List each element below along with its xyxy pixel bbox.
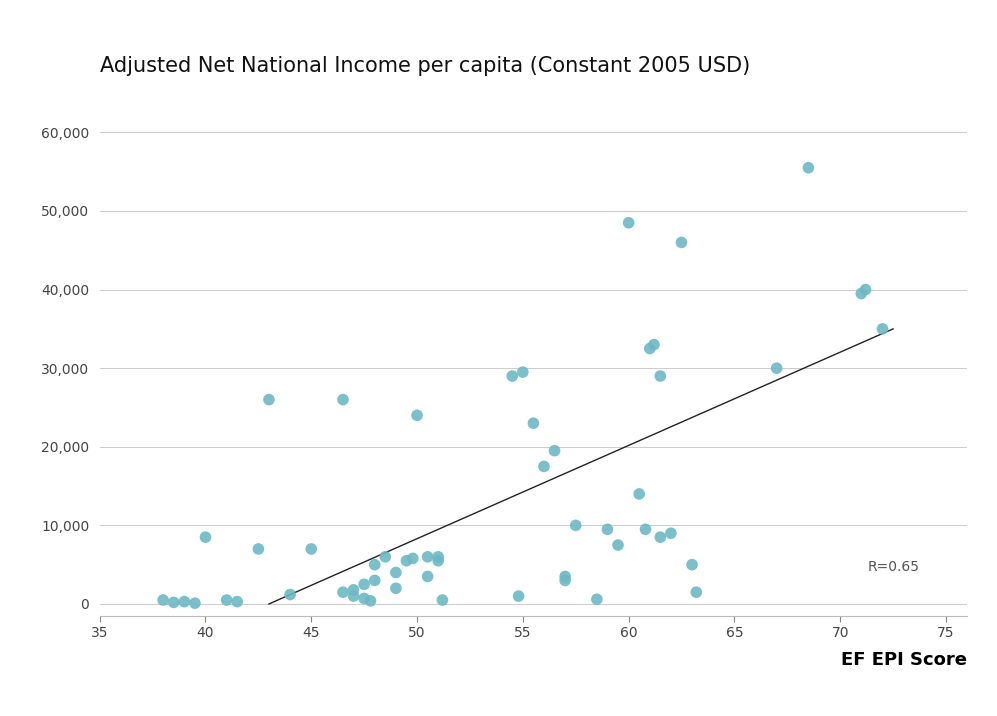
Point — [431, 551, 447, 563]
X-axis label: EF EPI Score: EF EPI Score — [841, 652, 967, 669]
Point — [346, 584, 362, 596]
Point — [769, 362, 785, 374]
Point — [156, 594, 171, 606]
Text: Adjusted Net National Income per capita (Constant 2005 USD): Adjusted Net National Income per capita … — [100, 57, 750, 76]
Text: R=0.65: R=0.65 — [867, 560, 919, 574]
Point — [652, 370, 668, 382]
Point — [536, 460, 552, 472]
Point — [688, 586, 704, 598]
Point — [857, 284, 873, 295]
Point — [684, 559, 700, 571]
Point — [303, 543, 319, 555]
Point — [356, 579, 372, 590]
Point — [261, 394, 277, 405]
Point — [218, 594, 234, 606]
Point — [646, 339, 662, 350]
Point — [620, 217, 636, 228]
Point — [631, 488, 647, 500]
Point — [363, 595, 379, 606]
Point — [663, 528, 679, 539]
Point — [514, 367, 530, 378]
Point — [610, 539, 626, 551]
Point — [367, 575, 383, 586]
Point — [346, 591, 362, 602]
Point — [546, 445, 562, 456]
Point — [166, 596, 181, 608]
Point — [652, 531, 668, 543]
Point — [801, 162, 817, 173]
Point — [510, 591, 526, 602]
Point — [176, 596, 192, 607]
Point — [377, 551, 393, 563]
Point — [335, 586, 351, 598]
Point — [335, 394, 351, 405]
Point — [431, 555, 447, 566]
Point — [420, 571, 436, 582]
Point — [197, 531, 213, 543]
Point — [229, 596, 245, 607]
Point — [589, 594, 605, 605]
Point — [435, 594, 451, 606]
Point — [420, 551, 436, 563]
Point — [567, 520, 583, 531]
Point — [557, 571, 573, 582]
Point — [250, 543, 266, 555]
Point — [674, 237, 690, 248]
Point — [282, 589, 298, 600]
Point — [557, 575, 573, 586]
Point — [388, 567, 404, 579]
Point — [504, 370, 520, 382]
Point — [186, 597, 202, 609]
Point — [853, 288, 869, 299]
Point — [367, 559, 383, 571]
Point — [356, 593, 372, 604]
Point — [642, 343, 658, 354]
Point — [599, 523, 615, 535]
Point — [874, 323, 890, 334]
Point — [525, 417, 541, 429]
Point — [405, 553, 421, 564]
Point — [637, 523, 653, 535]
Point — [388, 583, 404, 594]
Point — [409, 410, 425, 421]
Point — [399, 555, 415, 566]
